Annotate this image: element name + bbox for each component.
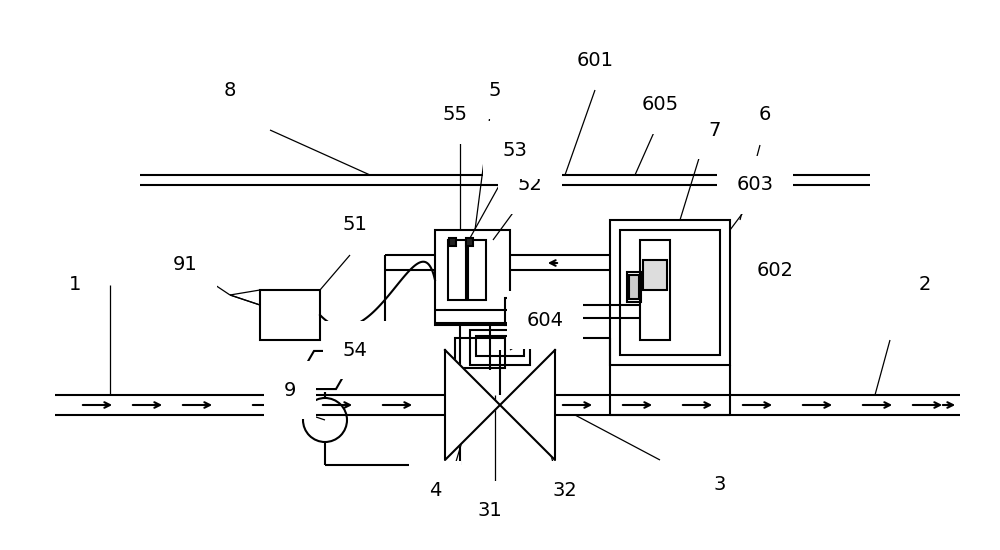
Text: 31: 31	[478, 500, 502, 520]
Text: 604: 604	[526, 311, 564, 329]
Text: 9: 9	[284, 381, 296, 399]
Bar	[610, 220, 730, 365]
Bar	[629, 275, 639, 299]
Text: 8: 8	[224, 80, 236, 100]
Polygon shape	[500, 350, 555, 460]
Bar	[455, 338, 505, 368]
Bar	[468, 240, 486, 300]
Text: 6: 6	[759, 106, 771, 124]
Text: 602: 602	[757, 261, 794, 279]
Polygon shape	[445, 350, 500, 460]
Text: 3: 3	[714, 476, 726, 494]
Text: 4: 4	[429, 481, 441, 499]
Text: 5: 5	[489, 80, 501, 100]
Bar	[643, 260, 667, 290]
Text: 55: 55	[442, 106, 468, 124]
Text: 32: 32	[553, 481, 577, 499]
Bar	[627, 272, 641, 302]
Text: 603: 603	[736, 175, 774, 195]
Text: 52: 52	[518, 175, 542, 195]
Bar	[435, 230, 510, 325]
Text: 53: 53	[503, 140, 527, 160]
Bar	[448, 240, 466, 300]
Text: 51: 51	[343, 216, 367, 234]
Bar	[449, 238, 456, 246]
Bar	[470, 330, 530, 365]
Text: 54: 54	[343, 340, 367, 360]
Bar	[476, 336, 524, 356]
Text: 601: 601	[576, 51, 614, 69]
Text: 7: 7	[709, 120, 721, 140]
Circle shape	[303, 398, 347, 442]
Bar	[640, 240, 670, 340]
Bar	[466, 238, 473, 246]
Text: 2: 2	[919, 276, 931, 294]
Text: 91: 91	[173, 256, 197, 274]
Bar	[620, 230, 720, 355]
Bar	[260, 290, 320, 340]
Bar	[505, 298, 523, 325]
Text: 1: 1	[69, 276, 81, 294]
Text: 605: 605	[641, 96, 679, 114]
